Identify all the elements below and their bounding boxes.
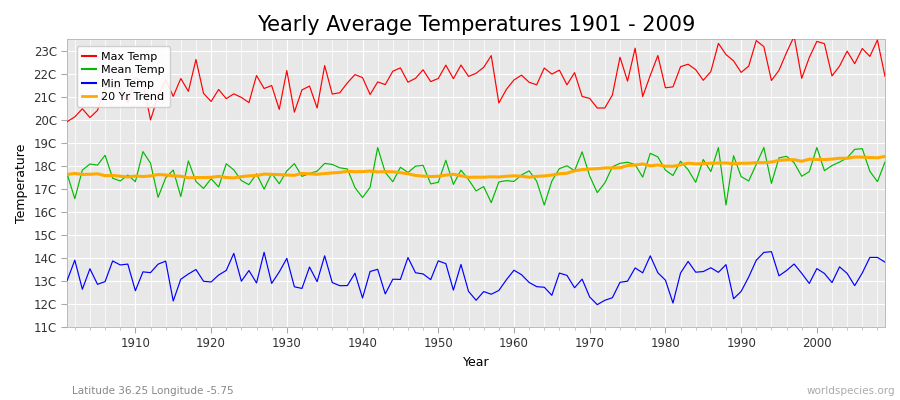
Y-axis label: Temperature: Temperature — [15, 144, 28, 223]
Title: Yearly Average Temperatures 1901 - 2009: Yearly Average Temperatures 1901 - 2009 — [256, 15, 696, 35]
X-axis label: Year: Year — [463, 356, 490, 369]
Legend: Max Temp, Mean Temp, Min Temp, 20 Yr Trend: Max Temp, Mean Temp, Min Temp, 20 Yr Tre… — [76, 46, 170, 108]
Text: Latitude 36.25 Longitude -5.75: Latitude 36.25 Longitude -5.75 — [72, 386, 234, 396]
Text: worldspecies.org: worldspecies.org — [807, 386, 896, 396]
